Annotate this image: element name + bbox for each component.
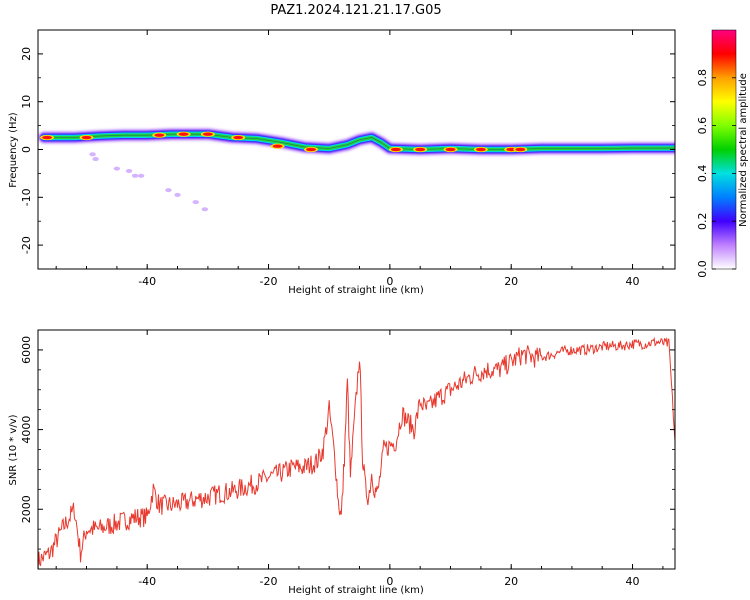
spectrogram-faint-blob [174,192,181,197]
snr-ytick-label: 4000 [20,416,33,444]
spectrogram-ytick-label: 0 [20,146,33,153]
spectrogram-ytick-label: 20 [20,47,33,61]
snr-panel: -40 -20 0 20 40 2000 4000 6000 Height of strai… [8,329,676,596]
colorbar-bar [711,29,737,270]
spectrogram-ytick-label: -20 [20,236,33,254]
spectrogram-y-axis: -20 -10 0 10 20 [20,29,675,270]
spectrogram-peak [42,135,53,140]
colorbar-ticks: 0.0 0.2 0.4 0.6 0.8 [696,69,736,278]
colorbar-tick-label: 0.2 [696,212,709,230]
spectrogram-faint-blob [131,173,139,178]
spectrogram-peak [233,135,244,140]
colorbar-tick-label: 0.6 [696,117,709,135]
snr-x-label: Height of straight line (km) [288,585,424,596]
spectrogram-peak [445,147,456,152]
spectrogram-xtick-label: -40 [138,275,156,288]
spectrogram-faint-blob [92,157,99,162]
spectrogram-panel: -40 -20 0 20 40 -20 -10 0 10 20 Height of straig… [8,29,676,296]
spectrogram-peak [81,135,92,140]
figure-title: PAZ1.2024.121.21.17.G05 [270,3,441,18]
snr-xtick-label: 20 [504,575,518,588]
spectrogram-plot-area [38,127,675,212]
spectrogram-x-label: Height of straight line (km) [288,285,424,296]
spectrogram-ytick-label: -10 [20,188,33,206]
snr-ytick-label: 2000 [20,495,33,523]
spectrogram-xtick-label: 40 [626,275,640,288]
spectrogram-ridge-outline [44,133,675,150]
colorbar-label: Normalized spectral amplitude [738,73,749,227]
snr-xtick-label: -20 [260,575,278,588]
spectrogram-faint-blob [113,166,121,171]
spectrogram-peak [272,144,283,148]
spectrogram-peak [154,133,165,137]
colorbar-tick-label: 0.8 [696,69,709,87]
spectrogram-x-axis: -40 -20 0 20 40 [55,30,664,288]
spectrogram-peak [178,132,189,136]
spectrogram-faint-blob [192,200,199,205]
spectrogram-xtick-label: -20 [260,275,278,288]
spectrogram-faint-blob [201,207,209,212]
snr-y-axis: 2000 4000 6000 [20,329,675,569]
spectrogram-peak [515,147,526,152]
snr-x-axis: -40 -20 0 20 40 [55,330,664,588]
snr-y-label: SNR (10 * v/v) [8,414,19,485]
snr-xtick-label: -40 [138,575,156,588]
spectrogram-xtick-label: 0 [386,275,393,288]
snr-ytick-label: 6000 [20,336,33,364]
spectrogram-faint-blob [125,169,133,174]
snr-plot-area [38,336,675,569]
spectrogram-peak [415,147,426,152]
spectrogram-peak [306,147,316,152]
spectrogram-peak [390,147,401,152]
spectrogram-faint-blob [137,173,145,178]
colorbar-tick-label: 0.4 [696,165,709,183]
snr-frame [37,329,676,570]
spectrogram-peak [475,147,486,152]
spectrogram-y-label: Frequency (Hz) [8,112,19,188]
spectrogram-faint-blob [165,188,172,193]
spectrogram-ytick-label: 10 [20,95,33,109]
colorbar-tick-label: 0.0 [696,260,709,278]
spectrogram-peak [202,132,213,136]
spectrogram-faint-blob [89,152,96,157]
colorbar: 0.0 0.2 0.4 0.6 0.8 Normalized spectral ampl… [696,29,749,278]
spectrogram-xtick-label: 20 [504,275,518,288]
snr-xtick-label: 0 [386,575,393,588]
snr-xtick-label: 40 [626,575,640,588]
snr-series-line [38,336,675,569]
